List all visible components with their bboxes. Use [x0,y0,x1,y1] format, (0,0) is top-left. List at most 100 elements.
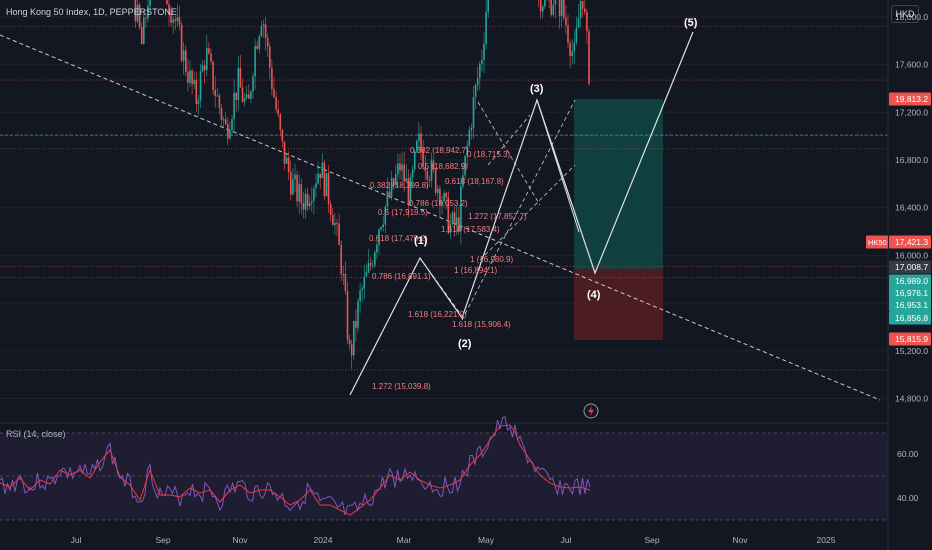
candle [199,63,202,109]
candle [422,139,424,170]
candle [407,169,410,218]
candle [275,90,277,113]
candle [237,55,240,111]
candle [332,207,334,226]
candle [481,49,483,72]
price-label: 15,815.9 [889,332,931,346]
wave-label: (2) [458,338,472,350]
candle [445,191,447,210]
x-tick-label: 2025 [817,535,836,545]
candle [420,125,422,160]
candle [449,213,452,240]
svg-text:16,856.8: 16,856.8 [895,313,928,323]
fib-label: 0.618 (18,167.8) [445,177,504,186]
candle [538,0,539,8]
candle [193,71,195,89]
candle [245,85,248,101]
candle [453,206,456,237]
candle [273,76,275,99]
candle [546,0,548,1]
candle [455,206,458,236]
candle [315,173,317,198]
candle [439,185,441,219]
candle [485,0,487,50]
candle [292,168,294,196]
candle [466,140,468,169]
fib-label: 1.618 (15,906.4) [452,320,511,329]
candle [321,153,324,179]
x-tick-label: 2024 [314,535,333,545]
price-labels: 19,813.2 17,421.3 HK50 17,008.7 16,989.0 16,9… [866,92,931,346]
candle [411,165,414,187]
candle [554,0,557,19]
time-axis[interactable]: Jul Sep Nov 2024 Mar May Jul Sep Nov 2025 [71,535,836,545]
candle [409,173,412,205]
candle [254,38,256,90]
candle [384,205,387,234]
flash-icon[interactable] [583,403,599,419]
rsi-tick-label: 60.00 [897,449,919,459]
candle [579,0,582,28]
candle [271,59,273,96]
symbol-tag: HK50 [868,238,887,247]
candle [353,320,355,360]
candle [392,177,395,188]
candle [344,261,347,295]
x-tick-label: May [478,535,495,545]
candle [210,48,212,66]
candle [348,334,351,350]
x-tick-label: Jul [71,535,82,545]
chart-grid [0,16,888,399]
candle [168,0,170,26]
candle [357,298,359,333]
candle [182,41,185,75]
candle [371,260,374,270]
candle [170,5,172,27]
candle [386,177,389,213]
candle [136,0,139,24]
channel-line-4 [479,164,576,261]
wave-labels: (1) (2) (3) (4) (5) [414,17,698,350]
currency-button[interactable]: HKD [891,5,919,23]
candle [560,0,563,28]
svg-text:16,989.0: 16,989.0 [895,276,928,286]
candle [143,10,145,45]
candle [460,177,462,245]
candle [185,45,187,77]
candle [569,39,571,69]
candle [472,85,475,139]
candle [565,4,567,34]
rsi-tick-label: 40.00 [897,493,919,503]
long-position-zones[interactable] [574,99,663,340]
candle [378,227,380,255]
candle [586,8,588,45]
candle [426,167,429,189]
elliott-wave[interactable] [349,31,694,396]
candle [443,189,445,204]
wave-label: (1) [414,235,428,247]
x-tick-label: Nov [732,535,748,545]
candle [281,128,284,148]
price-label: 16,989.0 [889,274,931,288]
candle [252,72,254,99]
rsi-pane [0,416,888,521]
y-tick-label: 15,200.0 [895,346,928,356]
candle [262,19,265,38]
candle [376,240,378,260]
candle [380,226,382,232]
svg-text:19,813.2: 19,813.2 [895,94,928,104]
candle [359,282,361,313]
candle [256,40,258,50]
wave-path [349,31,694,396]
candle [176,3,179,27]
candle [180,21,183,63]
candle [264,16,267,51]
fib-label: 1.618 (17,583.4) [441,225,500,234]
y-tick-label: 18,000.0 [895,12,928,22]
candle [189,60,191,87]
candle [287,151,290,181]
svg-text:16,976.1: 16,976.1 [895,288,928,298]
candle [216,87,219,97]
candle [350,339,353,369]
